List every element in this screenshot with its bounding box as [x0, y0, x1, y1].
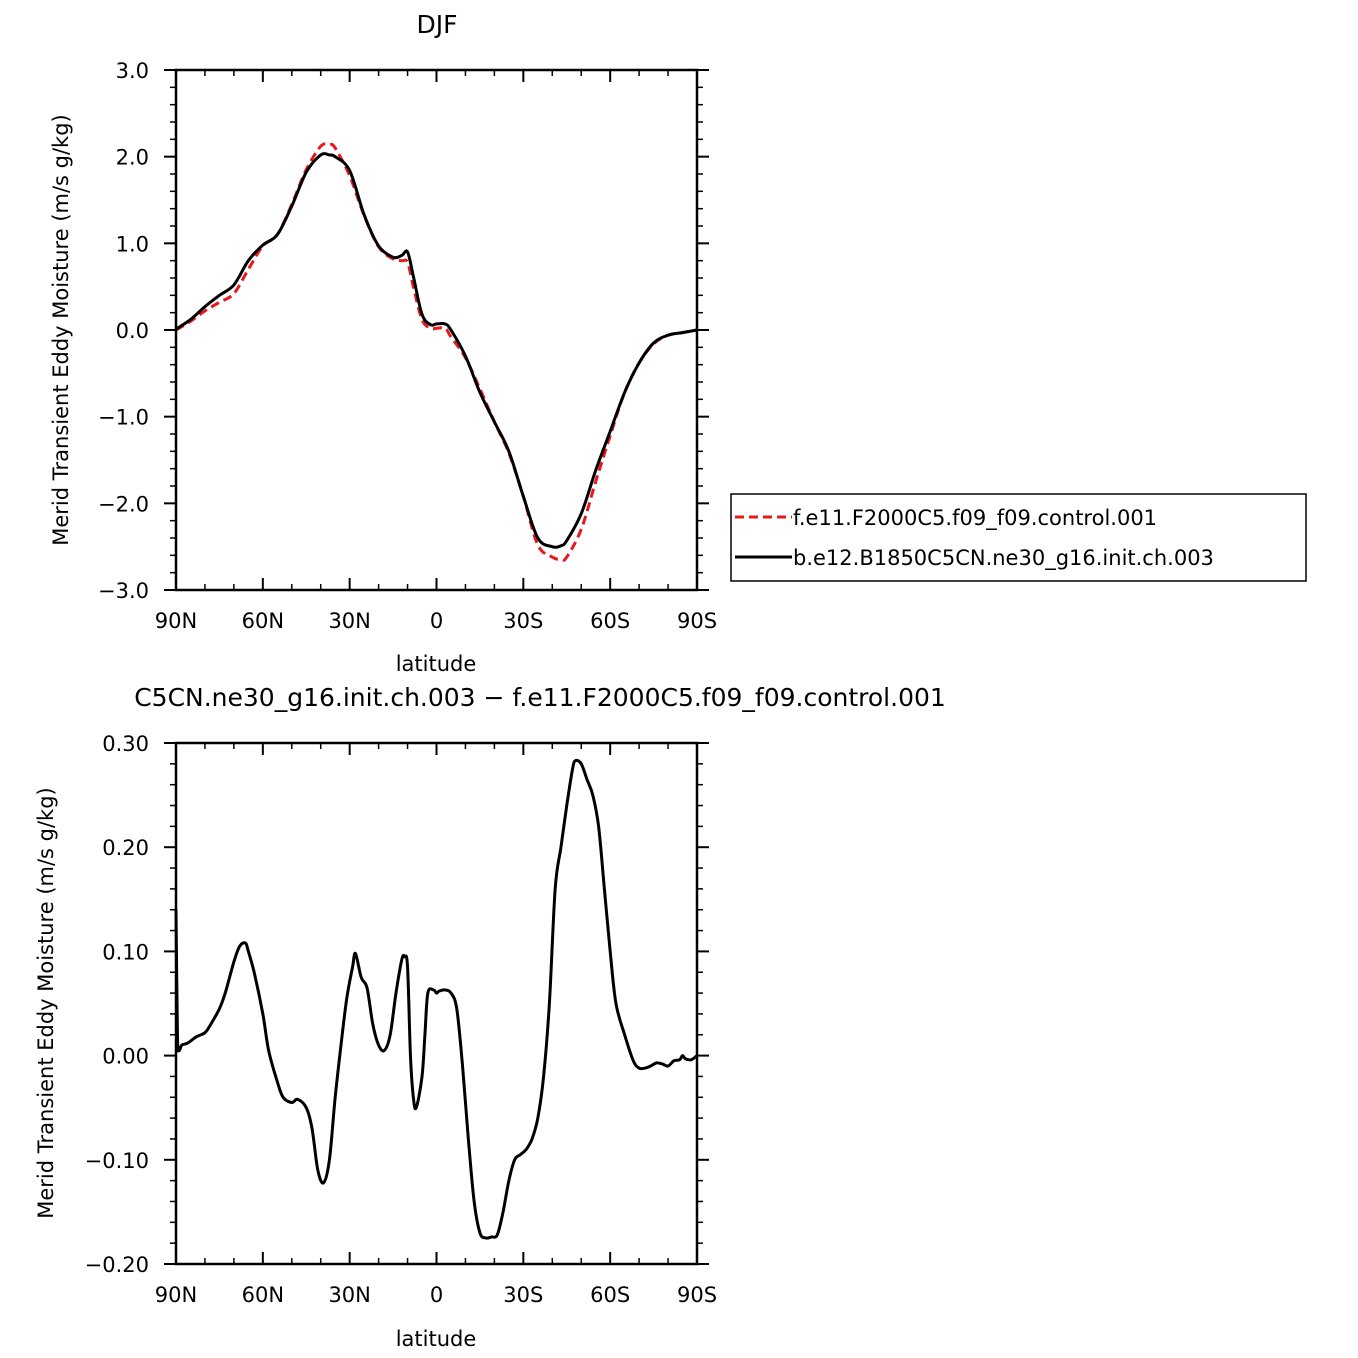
x-tick-label: 90S	[677, 1283, 717, 1307]
chart-title-bottom: C5CN.ne30_g16.init.ch.003 − f.e11.F2000C…	[134, 683, 946, 712]
x-axis-label-bottom: latitude	[396, 1327, 477, 1351]
panel-top: DJF 90N 60N 30N 0 30S 60S 90S −3.0 −2.0 −1.0 0.0 1…	[49, 10, 1307, 676]
y-axis-label-bottom: Merid Transient Eddy Moisture (m/s g/kg)	[34, 787, 58, 1219]
legend: f.e11.F2000C5.f09_f09.control.001 b.e12.…	[730, 493, 1307, 582]
x-tick-label: 90S	[677, 609, 717, 633]
plot-frame-top	[174, 68, 699, 592]
y-tick-label: −2.0	[98, 492, 149, 516]
x-tick-label: 60N	[242, 1283, 284, 1307]
x-tick-label: 30S	[503, 609, 543, 633]
x-tick-label: 60S	[590, 609, 630, 633]
series-group-top	[175, 142, 698, 562]
x-tick-label: 30N	[328, 1283, 370, 1307]
y-tick-label: −1.0	[98, 406, 149, 430]
chart-title-top: DJF	[416, 10, 457, 39]
plot-frame-bottom	[174, 741, 699, 1266]
y-tick-label: 2.0	[116, 146, 149, 170]
x-axis-label-top: latitude	[396, 652, 477, 676]
legend-label-coupled: b.e12.B1850C5CN.ne30_g16.init.ch.003	[793, 546, 1214, 571]
series-group-bottom	[174, 758, 698, 1240]
y-tick-label: 0.30	[102, 732, 149, 756]
y-tick-label: 0.10	[102, 940, 149, 964]
y-tick-label: −0.20	[85, 1253, 149, 1277]
series-line-second	[175, 152, 698, 549]
y-tick-label: 3.0	[116, 59, 149, 83]
x-tick-label: 30S	[503, 1283, 543, 1307]
x-tick-labels-top: 90N 60N 30N 0 30S 60S 90S	[155, 609, 717, 633]
tick-marks-bottom	[164, 742, 709, 1265]
x-tick-label: 60S	[590, 1283, 630, 1307]
panel-bottom: C5CN.ne30_g16.init.ch.003 − f.e11.F2000C…	[34, 683, 946, 1351]
y-axis-label-top: Merid Transient Eddy Moisture (m/s g/kg)	[49, 114, 73, 546]
y-tick-labels-bottom: −0.20 −0.10 0.00 0.10 0.20 0.30	[85, 732, 149, 1277]
series-line-first	[174, 758, 698, 1240]
x-tick-label: 30N	[328, 609, 370, 633]
tick-marks-top	[164, 69, 709, 591]
y-tick-label: 0.20	[102, 836, 149, 860]
y-tick-label: 0.00	[102, 1045, 149, 1069]
legend-label-control: f.e11.F2000C5.f09_f09.control.001	[793, 506, 1157, 531]
y-tick-label: 1.0	[116, 232, 149, 256]
y-tick-label: −0.10	[85, 1149, 149, 1173]
legend-box	[730, 493, 1307, 582]
x-tick-label: 90N	[155, 1283, 197, 1307]
y-tick-label: 0.0	[116, 319, 149, 343]
y-tick-labels-top: −3.0 −2.0 −1.0 0.0 1.0 2.0 3.0	[98, 59, 149, 603]
y-tick-label: −3.0	[98, 579, 149, 603]
series-line-first	[175, 142, 698, 562]
x-tick-label: 0	[430, 609, 443, 633]
x-tick-label: 0	[430, 1283, 443, 1307]
x-tick-label: 60N	[242, 609, 284, 633]
x-tick-label: 90N	[155, 609, 197, 633]
x-tick-labels-bottom: 90N 60N 30N 0 30S 60S 90S	[155, 1283, 717, 1307]
